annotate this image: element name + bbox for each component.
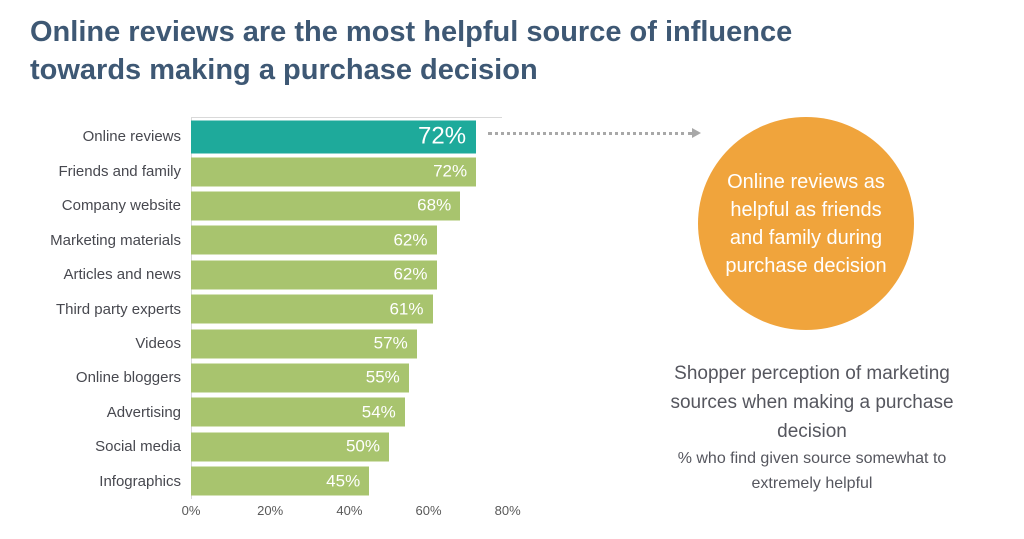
bar-value-label: 61% <box>389 299 424 319</box>
page-title: Online reviews are the most helpful sour… <box>30 13 792 89</box>
bar-track: 54% <box>191 395 526 429</box>
bar-row: Videos 57% <box>30 326 526 360</box>
arrow-head-icon <box>692 128 701 138</box>
bar: 62% <box>191 225 437 255</box>
caption-main: Shopper perception of marketing sources … <box>670 363 954 442</box>
bar-track: 61% <box>191 292 526 326</box>
bar-track: 57% <box>191 326 526 360</box>
bar-row: Advertising 54% <box>30 395 526 429</box>
category-label: Social media <box>95 438 181 456</box>
category-label: Online reviews <box>82 128 181 146</box>
x-tick-label: 20% <box>257 503 284 518</box>
bar-track: 72% <box>191 154 526 188</box>
bar-row: Online reviews 72% <box>30 119 526 154</box>
bar-value-label: 57% <box>373 333 408 353</box>
bar-value-label: 72% <box>433 161 468 181</box>
bar-track: 62% <box>191 223 526 257</box>
callout-circle: Online reviews as helpful as friends and… <box>698 117 914 330</box>
x-axis: 0% 20% 40% 60% 80% <box>182 503 526 519</box>
bar: 62% <box>191 260 437 290</box>
category-label: Online bloggers <box>75 369 181 387</box>
bar-value-label: 45% <box>326 471 361 491</box>
caption: Shopper perception of marketing sources … <box>617 359 1007 496</box>
bar-row: Marketing materials 62% <box>30 223 526 257</box>
bar-value-label: 55% <box>365 367 400 387</box>
bar-track: 50% <box>191 430 526 464</box>
category-label: Infographics <box>99 472 181 490</box>
category-label: Friends and family <box>58 163 181 181</box>
page-title-line2: towards making a purchase decision <box>30 54 538 86</box>
category-label: Articles and news <box>63 266 181 284</box>
caption-sub: % who find given source somewhat to extr… <box>677 450 947 492</box>
x-tick-label: 0% <box>181 503 201 518</box>
bar-row: Infographics 45% <box>30 464 526 498</box>
bar-value-label: 62% <box>393 230 428 250</box>
bar-value-label: 62% <box>393 264 428 284</box>
bar: 55% <box>191 363 409 393</box>
bar-track: 62% <box>191 258 526 292</box>
bar: 72% <box>191 120 477 154</box>
bar-value-label: 68% <box>417 195 452 215</box>
bar-value-label: 54% <box>361 402 396 422</box>
page-title-line1: Online reviews are the most helpful sour… <box>30 16 793 48</box>
bar: 45% <box>191 466 370 496</box>
bar: 72% <box>191 157 477 187</box>
bar-row: Friends and family 72% <box>30 154 526 188</box>
bar-value-label: 72% <box>418 122 467 150</box>
dotted-arrow-line <box>488 132 692 135</box>
bar: 50% <box>191 432 389 462</box>
bar: 61% <box>191 294 433 324</box>
bar-track: 55% <box>191 361 526 395</box>
category-label: Marketing materials <box>50 231 181 249</box>
bar: 54% <box>191 397 405 427</box>
bar: 68% <box>191 191 461 221</box>
x-tick-label: 60% <box>415 503 442 518</box>
x-tick-label: 40% <box>336 503 363 518</box>
bar-track: 72% <box>191 119 526 154</box>
bar-track: 68% <box>191 189 526 223</box>
bar-value-label: 50% <box>345 436 380 456</box>
bar: 57% <box>191 329 417 359</box>
bar-row: Social media 50% <box>30 430 526 464</box>
bar-chart: Online reviews 72% Friends and family 72% Co… <box>30 119 526 498</box>
bar-track: 45% <box>191 464 526 498</box>
bar-row: Company website 68% <box>30 189 526 223</box>
category-label: Third party experts <box>55 300 181 318</box>
bar-row: Online bloggers 55% <box>30 361 526 395</box>
callout-text: Online reviews as helpful as friends and… <box>725 170 887 277</box>
bar-row: Articles and news 62% <box>30 258 526 292</box>
category-label: Company website <box>61 197 181 215</box>
bar-row: Third party experts 61% <box>30 292 526 326</box>
category-label: Advertising <box>106 403 181 421</box>
category-label: Videos <box>135 335 181 353</box>
x-tick-label: 80% <box>494 503 521 518</box>
